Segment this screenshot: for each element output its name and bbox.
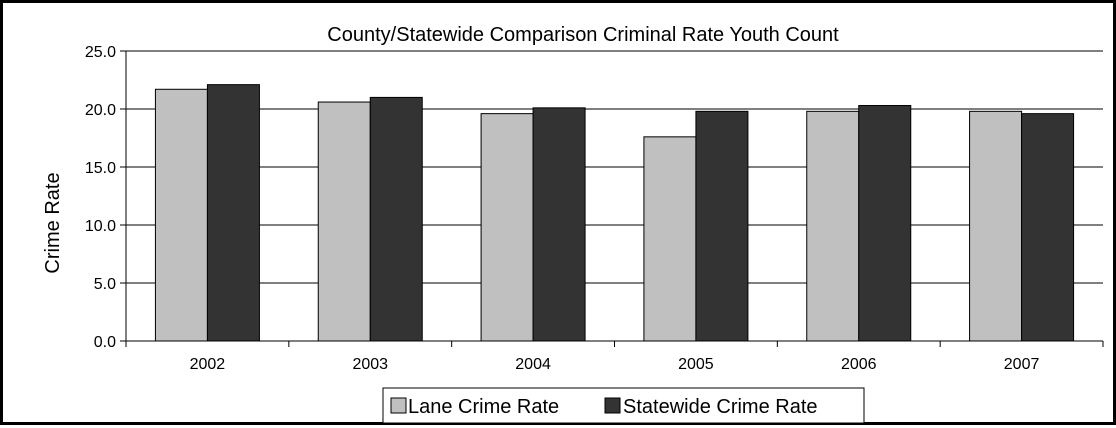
bar-statewide bbox=[206, 84, 260, 342]
y-tick-label: 5.0 bbox=[94, 276, 116, 293]
x-tick-label: 2002 bbox=[190, 356, 226, 373]
bars bbox=[154, 84, 1075, 342]
chart-title: County/Statewide Comparison Criminal Rat… bbox=[327, 24, 839, 46]
bar-lane bbox=[480, 113, 534, 342]
legend-label-lane: Lane Crime Rate bbox=[408, 396, 559, 418]
legend-box bbox=[382, 387, 865, 424]
legend-swatch-statewide bbox=[604, 397, 621, 414]
bar-statewide bbox=[695, 110, 749, 342]
bar-lane bbox=[154, 88, 208, 342]
x-tick-label: 2003 bbox=[352, 356, 388, 373]
bar-lane bbox=[806, 110, 860, 342]
legend-swatch-lane bbox=[390, 397, 407, 414]
x-tick-label: 2004 bbox=[515, 356, 551, 373]
y-tick-label: 25.0 bbox=[85, 44, 116, 61]
y-tick-label: 20.0 bbox=[85, 102, 116, 119]
y-tick-label: 10.0 bbox=[85, 218, 116, 235]
bar-statewide bbox=[858, 105, 912, 342]
y-axis-label: Crime Rate bbox=[42, 172, 64, 273]
x-tick-label: 2006 bbox=[841, 356, 877, 373]
x-tick-label: 2007 bbox=[1004, 356, 1040, 373]
bar-statewide bbox=[532, 107, 586, 342]
legend: Lane Crime Rate Statewide Crime Rate bbox=[382, 387, 865, 424]
legend-label-statewide: Statewide Crime Rate bbox=[623, 396, 818, 418]
gridlines bbox=[126, 50, 1103, 284]
x-tick-label: 2005 bbox=[678, 356, 714, 373]
y-tick-label: 15.0 bbox=[85, 160, 116, 177]
bar-lane bbox=[969, 110, 1023, 342]
bar-statewide bbox=[1021, 113, 1075, 342]
bar-lane bbox=[643, 136, 697, 342]
y-tick-label: 0.0 bbox=[94, 334, 116, 351]
bar-chart: County/Statewide Comparison Criminal Rat… bbox=[42, 24, 1104, 424]
bar-statewide bbox=[369, 96, 423, 342]
axes: 0.0 5.0 10.0 15.0 20.0 25.0 2002 2003 2004 2005 20… bbox=[85, 44, 1104, 373]
bar-lane bbox=[317, 101, 371, 342]
